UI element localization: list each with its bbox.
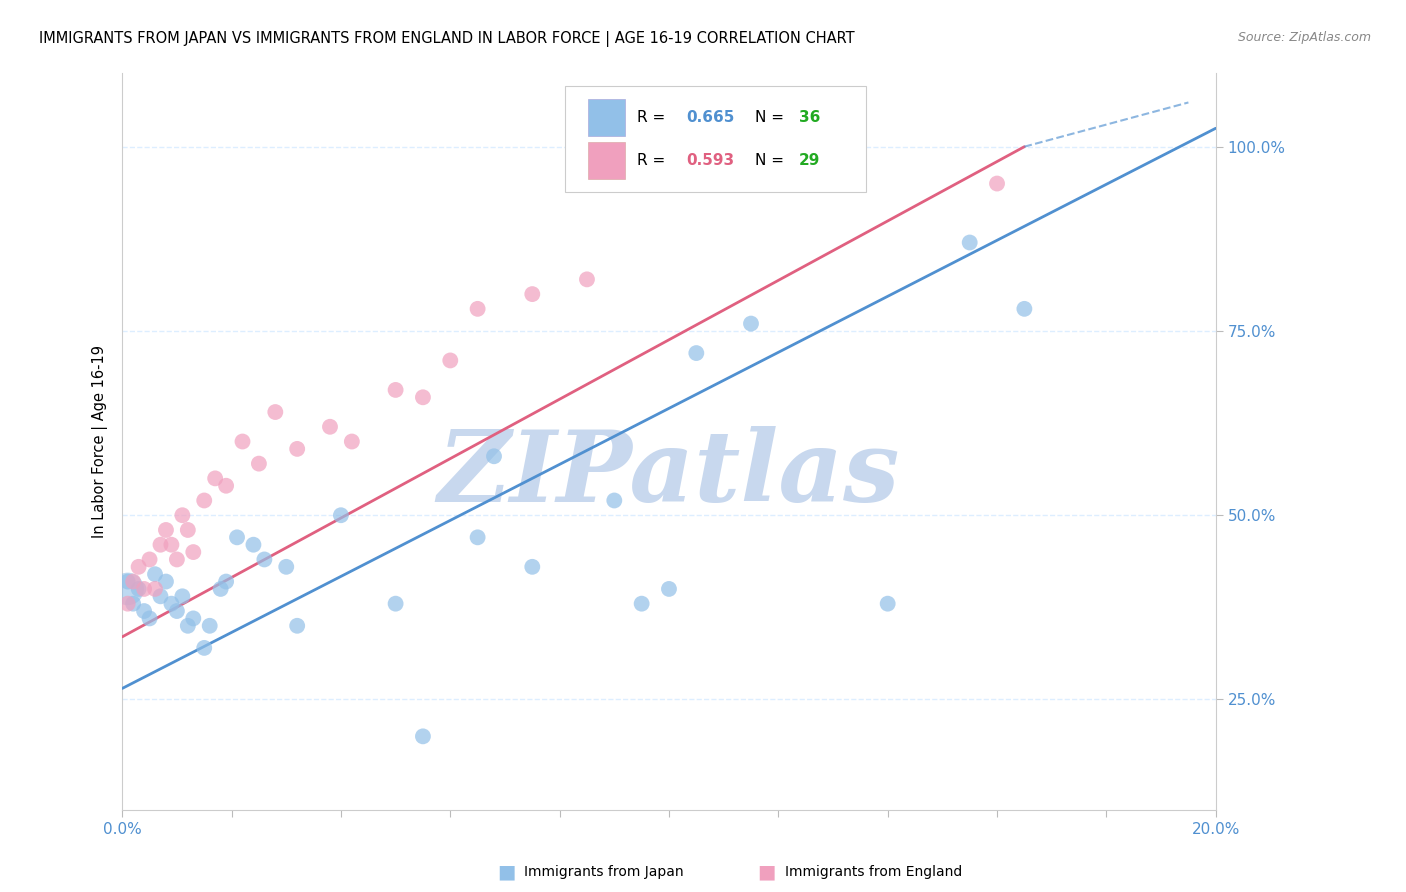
Text: IMMIGRANTS FROM JAPAN VS IMMIGRANTS FROM ENGLAND IN LABOR FORCE | AGE 16-19 CORR: IMMIGRANTS FROM JAPAN VS IMMIGRANTS FROM… bbox=[39, 31, 855, 47]
Point bbox=[143, 567, 166, 582]
Point bbox=[181, 611, 204, 625]
Point bbox=[740, 317, 762, 331]
Point bbox=[198, 619, 221, 633]
Point bbox=[215, 479, 238, 493]
Point bbox=[630, 597, 652, 611]
Point bbox=[155, 523, 177, 537]
Point bbox=[285, 442, 308, 456]
Point bbox=[122, 574, 145, 589]
Point bbox=[384, 597, 406, 611]
Point bbox=[122, 597, 145, 611]
Point bbox=[467, 301, 489, 316]
Point bbox=[143, 582, 166, 596]
FancyBboxPatch shape bbox=[565, 86, 866, 193]
Point bbox=[247, 457, 270, 471]
Point bbox=[160, 597, 183, 611]
Point bbox=[160, 538, 183, 552]
Y-axis label: In Labor Force | Age 16-19: In Labor Force | Age 16-19 bbox=[93, 345, 108, 538]
Point bbox=[412, 730, 434, 744]
Point bbox=[1014, 301, 1036, 316]
Text: Immigrants from England: Immigrants from England bbox=[785, 865, 962, 880]
Text: Source: ZipAtlas.com: Source: ZipAtlas.com bbox=[1237, 31, 1371, 45]
FancyBboxPatch shape bbox=[588, 99, 626, 136]
Point bbox=[522, 559, 544, 574]
Point bbox=[959, 235, 981, 250]
Point bbox=[166, 552, 188, 566]
Point bbox=[329, 508, 352, 523]
Point bbox=[149, 538, 172, 552]
Point bbox=[128, 559, 150, 574]
Text: R =: R = bbox=[637, 111, 671, 125]
Point bbox=[575, 272, 598, 286]
Point bbox=[231, 434, 253, 449]
Point bbox=[132, 604, 155, 618]
Text: ■: ■ bbox=[496, 863, 516, 882]
Point bbox=[285, 619, 308, 633]
Text: N =: N = bbox=[755, 153, 789, 168]
Point bbox=[193, 493, 215, 508]
Point bbox=[226, 530, 249, 544]
Point bbox=[319, 419, 342, 434]
Text: R =: R = bbox=[637, 153, 671, 168]
Text: 0.665: 0.665 bbox=[686, 111, 735, 125]
Text: Immigrants from Japan: Immigrants from Japan bbox=[524, 865, 685, 880]
Point bbox=[172, 508, 194, 523]
Text: 0.593: 0.593 bbox=[686, 153, 734, 168]
Point bbox=[242, 538, 264, 552]
Point bbox=[117, 574, 139, 589]
Text: ■: ■ bbox=[756, 863, 776, 882]
Text: N =: N = bbox=[755, 111, 789, 125]
Point bbox=[204, 471, 226, 485]
Point bbox=[177, 523, 200, 537]
Point bbox=[253, 552, 276, 566]
Point bbox=[128, 582, 150, 596]
Point bbox=[181, 545, 204, 559]
Point bbox=[166, 604, 188, 618]
Point bbox=[439, 353, 461, 368]
Point bbox=[603, 493, 626, 508]
Point bbox=[522, 287, 544, 301]
Point bbox=[276, 559, 298, 574]
Text: ZIPatlas: ZIPatlas bbox=[437, 426, 900, 523]
Point bbox=[876, 597, 898, 611]
Text: 36: 36 bbox=[799, 111, 821, 125]
Point bbox=[138, 611, 160, 625]
Point bbox=[658, 582, 681, 596]
Point bbox=[177, 619, 200, 633]
Point bbox=[264, 405, 287, 419]
Point bbox=[412, 390, 434, 404]
Point bbox=[149, 590, 172, 604]
Point bbox=[215, 574, 238, 589]
Point bbox=[986, 177, 1008, 191]
Point bbox=[117, 582, 139, 596]
Point bbox=[209, 582, 232, 596]
Point bbox=[132, 582, 155, 596]
Point bbox=[467, 530, 489, 544]
Point bbox=[172, 590, 194, 604]
Point bbox=[138, 552, 160, 566]
Point bbox=[340, 434, 363, 449]
Text: 29: 29 bbox=[799, 153, 821, 168]
Point bbox=[685, 346, 707, 360]
Point bbox=[155, 574, 177, 589]
Point bbox=[384, 383, 406, 397]
FancyBboxPatch shape bbox=[588, 142, 626, 178]
Point bbox=[193, 640, 215, 655]
Point bbox=[482, 450, 505, 464]
Point bbox=[117, 597, 139, 611]
